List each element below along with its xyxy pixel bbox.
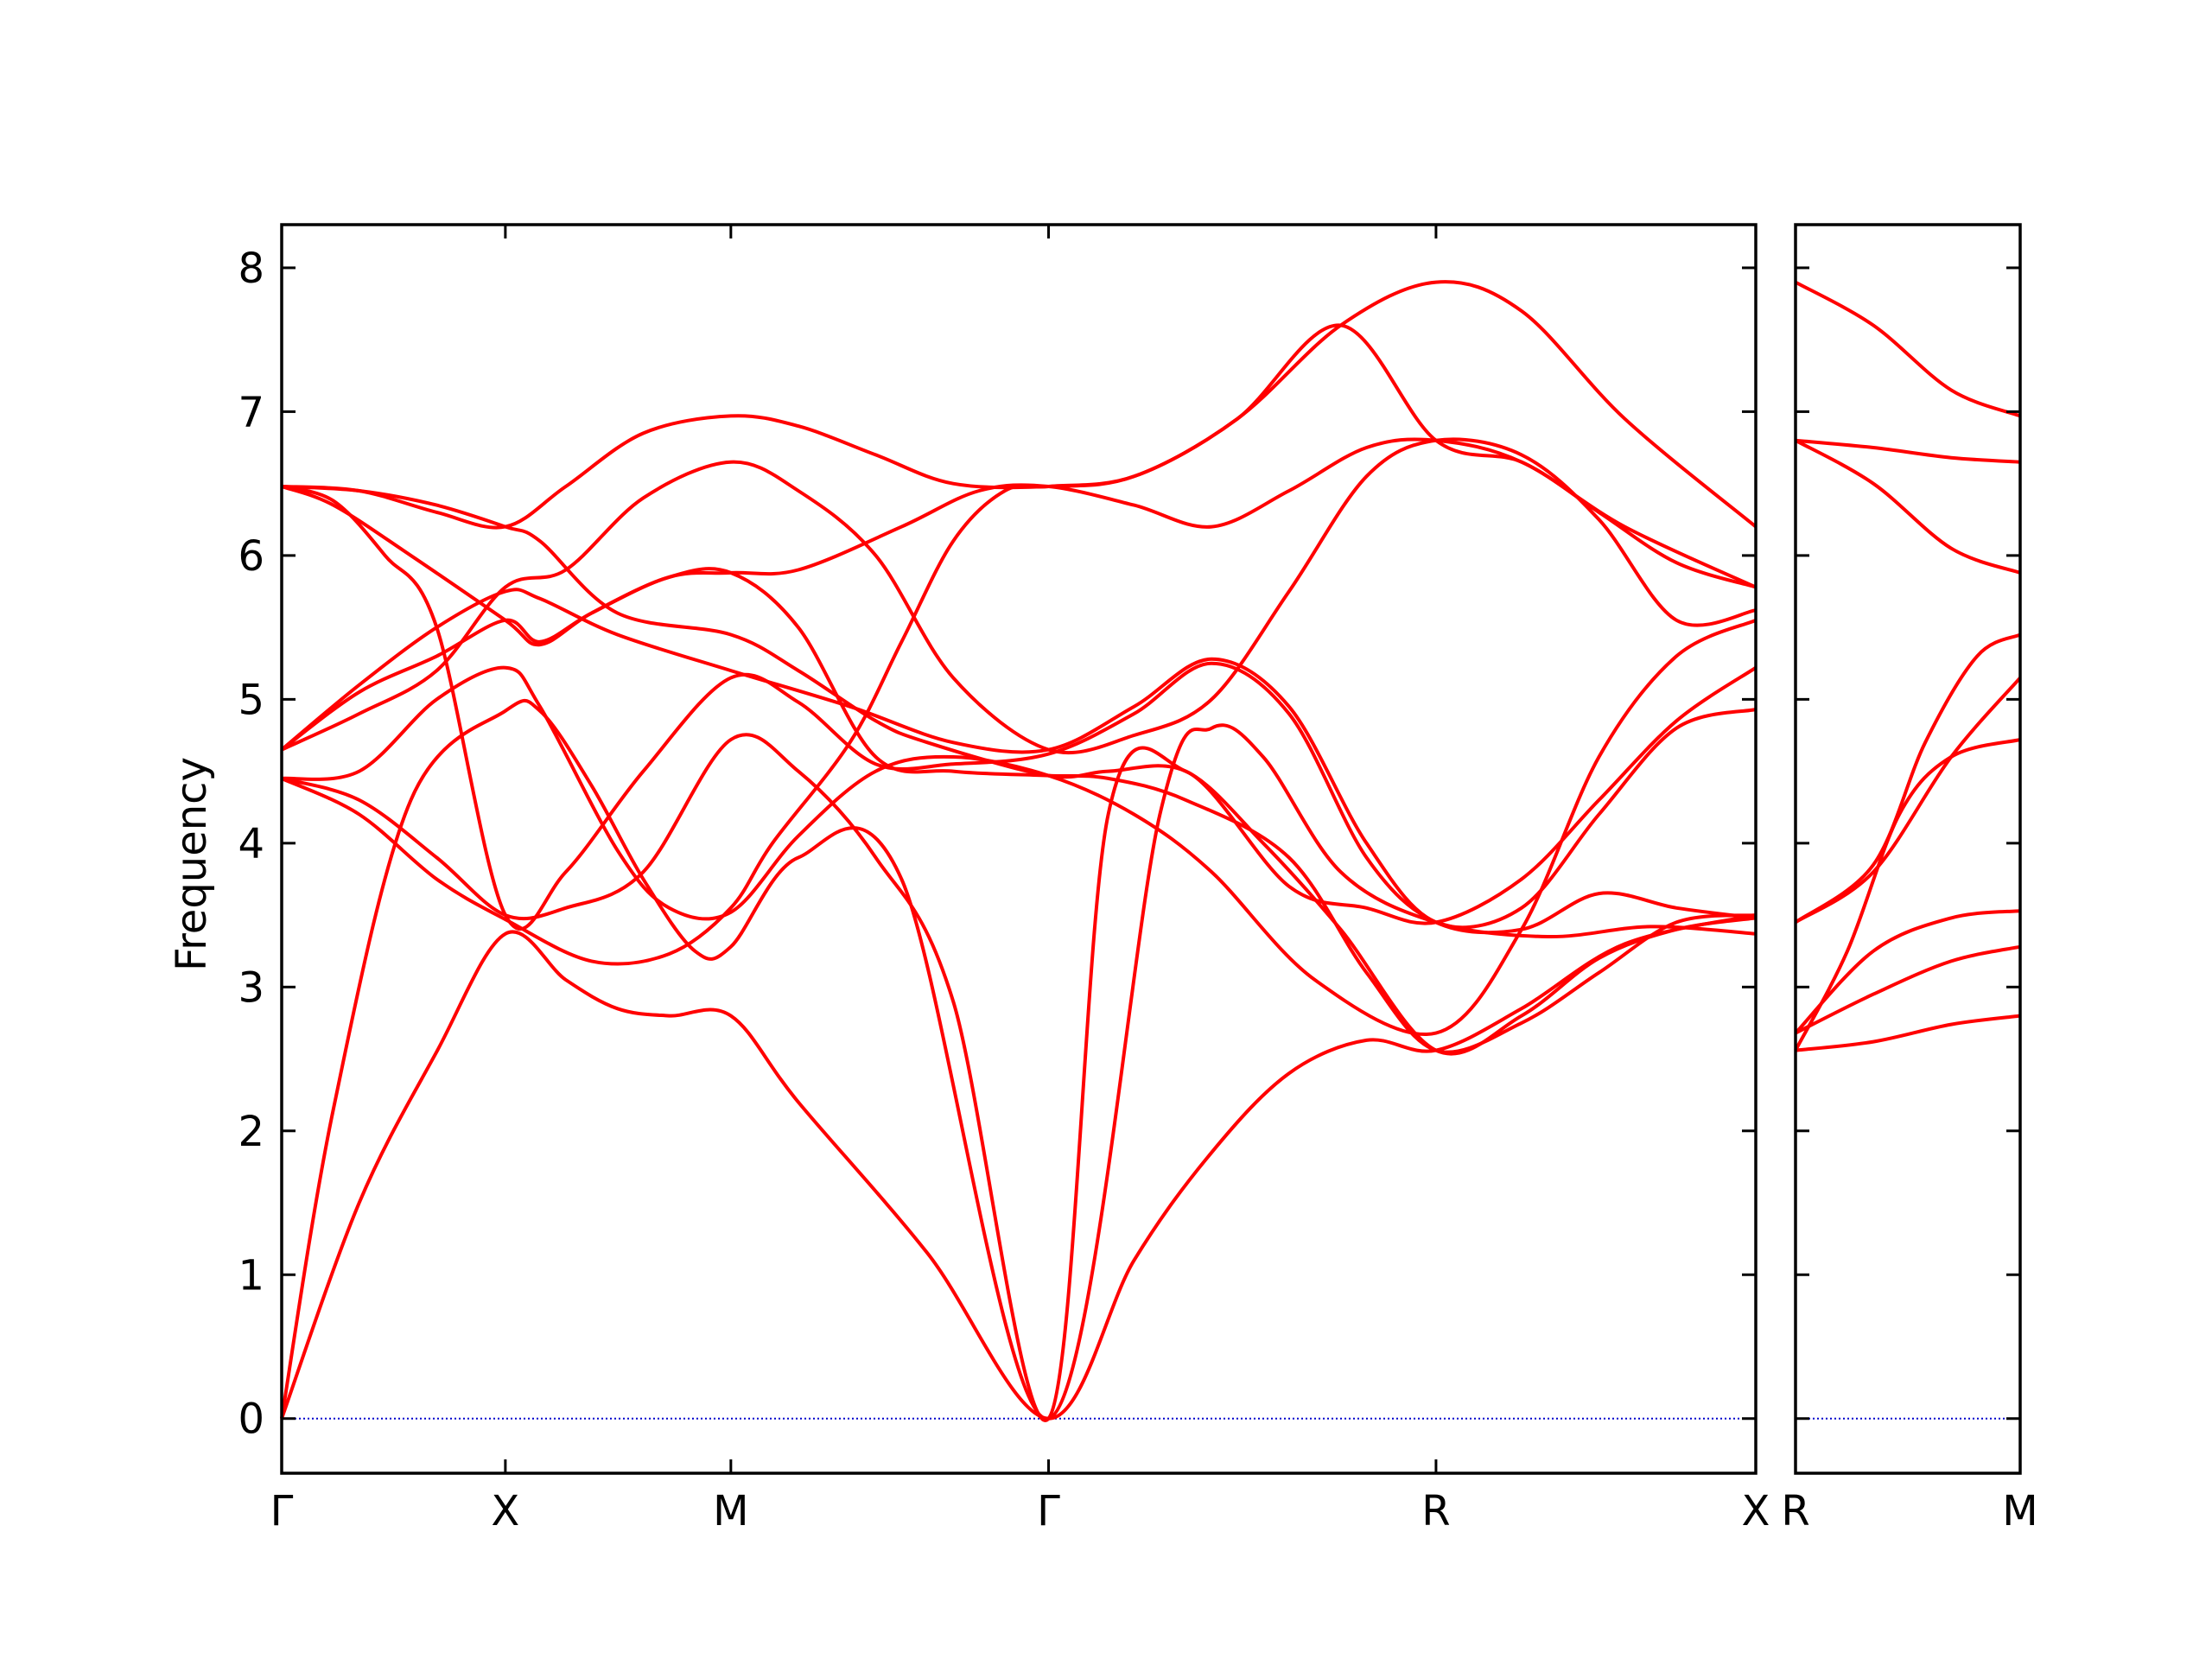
plot-frame [280, 223, 1758, 1475]
band-line-side-6 [1794, 632, 2021, 925]
band-line-main-11 [281, 323, 1757, 589]
band-line-main-8 [281, 485, 1757, 935]
y-tick-label: 6 [238, 532, 264, 581]
y-tick-label: 4 [238, 820, 264, 868]
band-line-side-7 [1795, 438, 2021, 575]
band-line-side-8 [1795, 438, 2021, 464]
band-line-main-12 [281, 666, 1758, 1422]
x-tick-label: R [1781, 1487, 1809, 1535]
x-tick-label: Γ [270, 1487, 294, 1535]
band-line-side-5 [1794, 677, 2022, 925]
y-tick-label: 7 [238, 388, 264, 436]
x-tick-label: R [1421, 1487, 1450, 1535]
band-line-main-4 [280, 437, 1757, 752]
x-tick-label: M [713, 1487, 748, 1535]
band-line-main-10 [281, 437, 1757, 754]
band-line-main-1 [280, 913, 1757, 1421]
y-tick-label: 1 [238, 1251, 264, 1300]
x-tick-label: Γ [1037, 1487, 1060, 1535]
band-line-main-6 [281, 280, 1758, 966]
x-tick-label: M [2002, 1487, 2037, 1535]
y-tick-label: 0 [238, 1395, 264, 1444]
band-line-main-7 [281, 485, 1757, 1056]
band-line-side-2 [1795, 944, 2021, 1035]
y-axis-label: Frequency [168, 757, 216, 971]
band-line-main-3 [280, 588, 1757, 930]
band-line-main-5 [281, 618, 1757, 1036]
plot-frame [1794, 223, 2022, 1475]
y-tick-label: 2 [238, 1108, 264, 1156]
main-panel: 0 1 2 3 4 5 6 7 8 Γ X M Γ R X [238, 223, 1770, 1535]
y-tick-label: 5 [238, 676, 264, 724]
x-tick-label: X [491, 1487, 519, 1535]
band-line-main-9 [281, 485, 1757, 1054]
x-tick-label: X [1742, 1487, 1770, 1535]
band-line-main-2 [280, 698, 1757, 1421]
y-tick-label: 8 [238, 245, 264, 293]
band-line-side-9 [1795, 280, 2021, 418]
band-line-side-1 [1795, 1014, 2021, 1052]
y-tick-label: 3 [238, 963, 264, 1012]
